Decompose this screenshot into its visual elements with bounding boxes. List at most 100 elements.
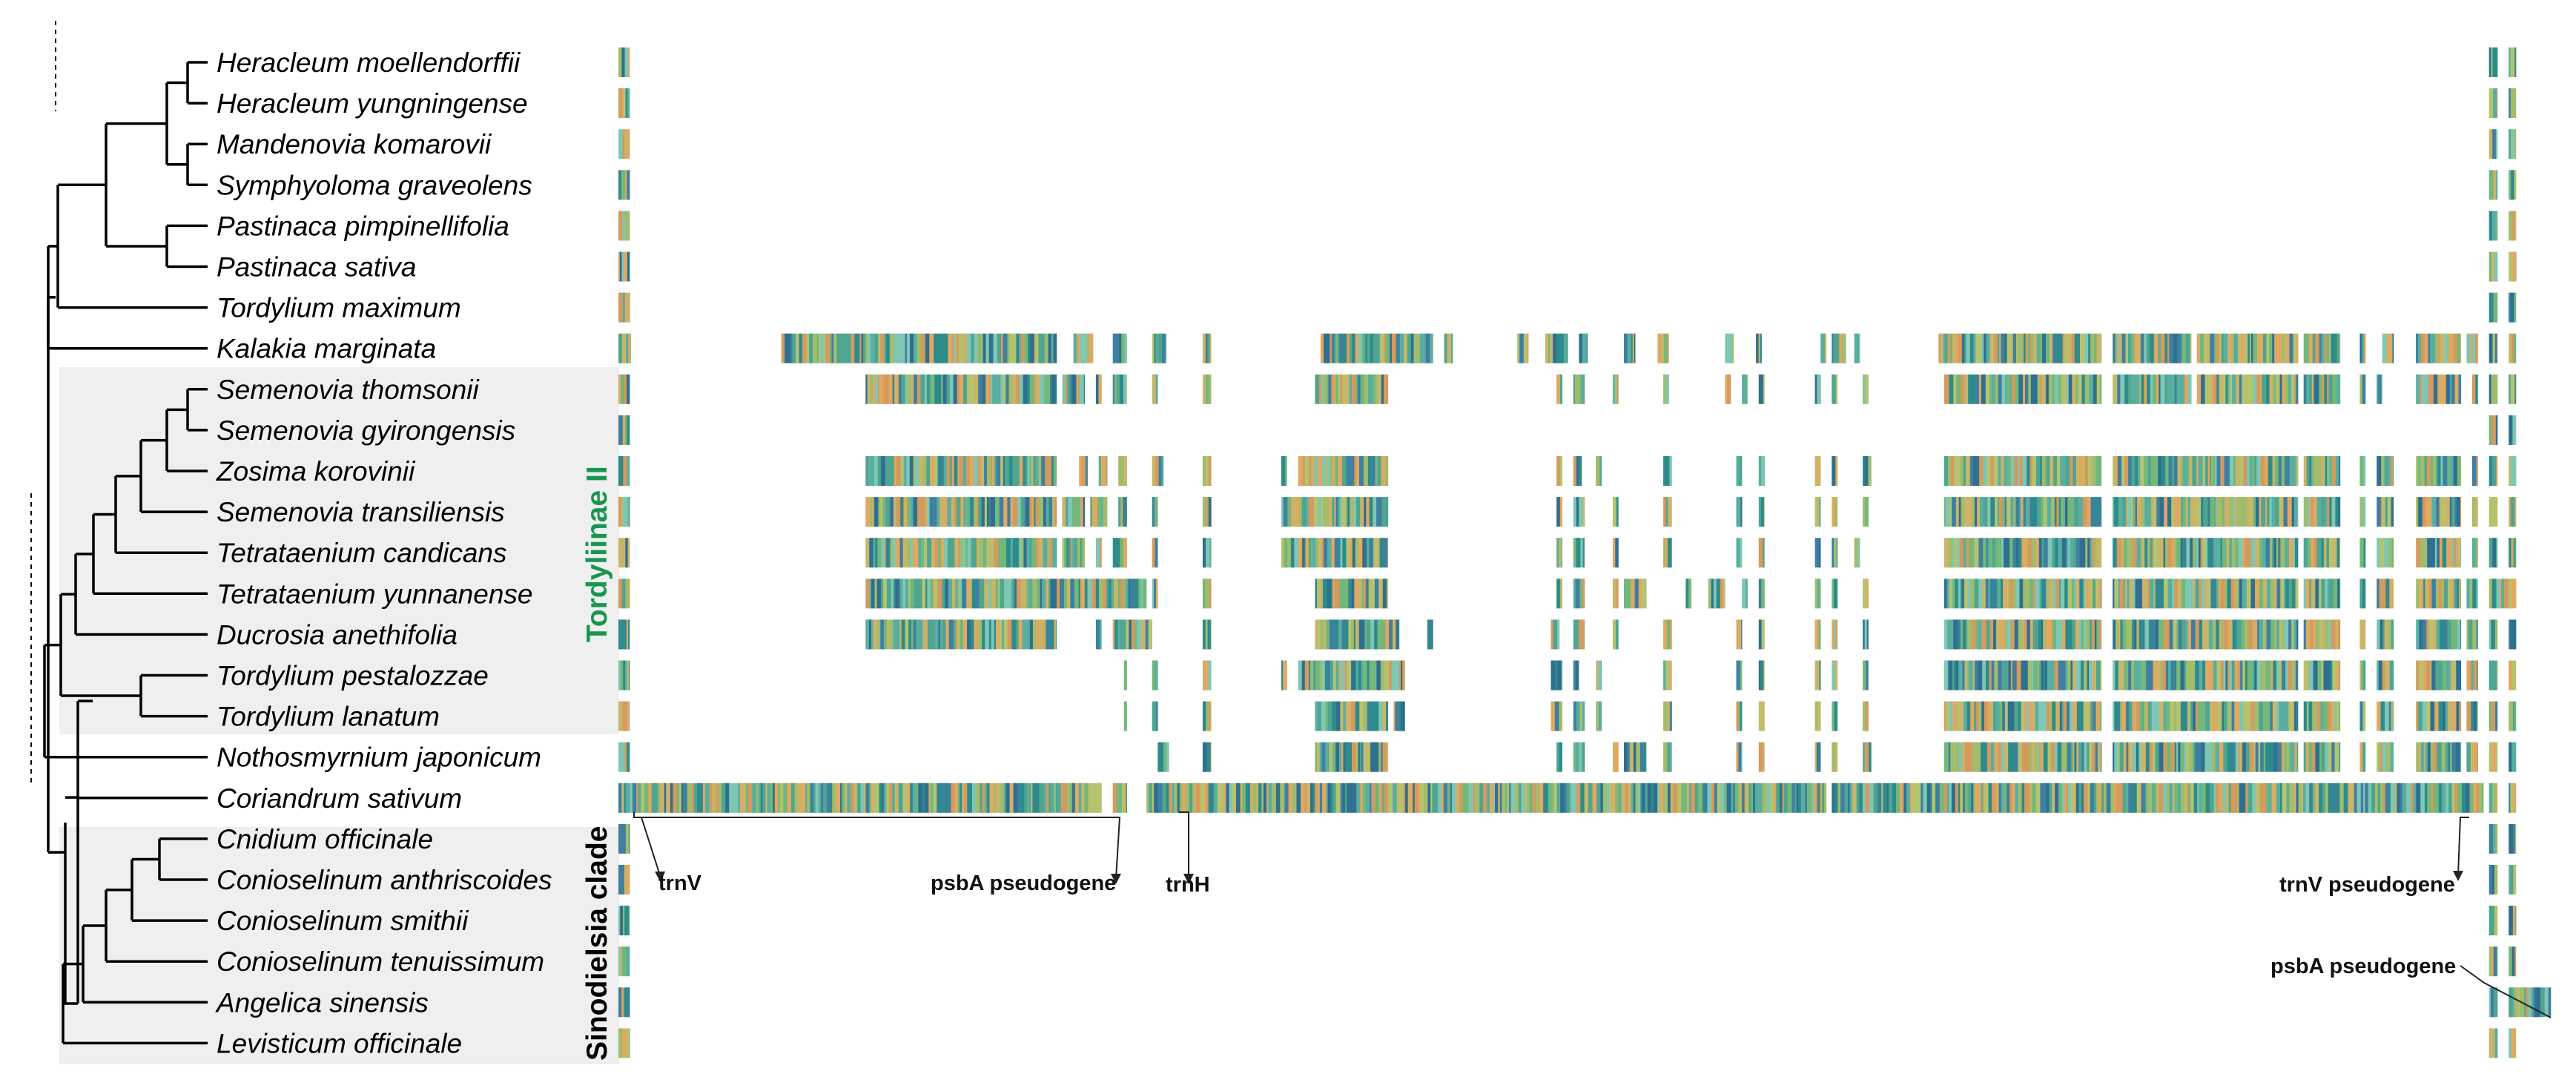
alignment-block [1202, 660, 1212, 691]
alignment-block [2471, 538, 2478, 568]
alignment-block [1657, 333, 1669, 363]
alignment-block [2509, 374, 2517, 404]
taxon-label: Conioselinum anthriscoides [217, 865, 552, 895]
alignment-block [2471, 456, 2478, 486]
taxon-label: Tordylium maximum [217, 293, 461, 323]
alignment-block [1758, 660, 1765, 691]
alignment-block [2509, 251, 2517, 282]
alignment-block [1556, 538, 1562, 568]
alignment-block [2303, 333, 2341, 363]
alignment-block [1832, 660, 1838, 691]
alignment-block [1943, 538, 2102, 568]
alignment-block [1157, 742, 1169, 772]
annotation-trnv-pseudogene: trnV pseudogene [2279, 873, 2455, 897]
alignment-block [1663, 374, 1669, 404]
alignment-block [2416, 456, 2462, 486]
alignment-block [1612, 374, 1619, 404]
alignment-block [1742, 579, 1748, 609]
alignment-block [1152, 333, 1166, 363]
alignment-block [2303, 742, 2341, 772]
alignment-block [2113, 619, 2299, 650]
alignment-block [1202, 742, 1212, 772]
alignment-block [1814, 456, 1821, 486]
alignment-block [1663, 456, 1672, 486]
alignment-block [618, 251, 630, 282]
alignment-block [1943, 374, 2102, 404]
alignment-block [2416, 701, 2462, 731]
alignment-block [618, 292, 630, 323]
alignment-block [2489, 88, 2498, 119]
alignment-block [1573, 497, 1585, 527]
alignment-block [1095, 374, 1102, 404]
alignment-block [2196, 333, 2299, 363]
alignment-block [1758, 538, 1765, 568]
alignment-block [1736, 701, 1743, 731]
alignment-block [1315, 742, 1389, 772]
alignment-block [618, 865, 630, 895]
alignment-block [618, 619, 630, 650]
alignment-block [1814, 579, 1821, 609]
alignment-block [618, 374, 630, 404]
alignment-block [2466, 333, 2478, 363]
alignment-block [1832, 497, 1838, 527]
alignment-block [2416, 538, 2462, 568]
alignment-block [1596, 660, 1602, 691]
alignment-block [1550, 701, 1562, 731]
alignment-block [1943, 619, 2102, 650]
alignment-block [2489, 823, 2498, 854]
alignment-block [1758, 497, 1765, 527]
alignment-block [2377, 701, 2394, 731]
alignment-block [1612, 579, 1619, 609]
alignment-block [865, 579, 1147, 609]
alignment-block [618, 415, 630, 445]
alignment-block [1736, 538, 1743, 568]
alignment-block [1112, 783, 1127, 813]
alignment-block [2489, 1028, 2498, 1058]
taxon-label: Semenovia thomsonii [217, 375, 480, 405]
alignment-block [2489, 865, 2498, 895]
alignment-block [865, 456, 1057, 486]
annotation-trnh: trnH [1166, 873, 1210, 897]
taxon-label: Angelica sinensis [215, 987, 429, 1018]
alignment-block [1685, 579, 1692, 609]
alignment-block [2509, 538, 2517, 568]
alignment-block [2509, 742, 2517, 772]
alignment-block [865, 619, 1057, 650]
alignment-block [618, 333, 631, 363]
taxon-label: Coriandrum sativum [217, 783, 462, 814]
alignment-block [2509, 660, 2517, 691]
alignment-block [1663, 660, 1672, 691]
taxon-label: Pastinaca sativa [217, 252, 416, 283]
taxon-label: Conioselinum tenuissimum [217, 946, 544, 977]
alignment-block [1298, 660, 1405, 691]
alignment-block [1281, 497, 1389, 527]
alignment-block [618, 538, 630, 568]
alignment-block [2509, 497, 2517, 527]
alignment-block [1663, 742, 1672, 772]
alignment-block [1202, 701, 1212, 731]
alignment-block [865, 374, 1057, 404]
annotation-psba-pseudogene-2: psbA pseudogene [2270, 955, 2456, 978]
alignment-block [1814, 497, 1821, 527]
alignment-block [1427, 619, 1433, 650]
alignment-block [2416, 333, 2462, 363]
alignment-block [1556, 742, 1562, 772]
alignment-block [1281, 456, 1287, 486]
phylogenetic-tree [43, 61, 208, 1045]
alignment-block [2509, 1028, 2517, 1058]
taxon-label: Tordylium lanatum [217, 702, 440, 732]
alignment-block [2303, 497, 2341, 527]
alignment-block [1943, 456, 2102, 486]
alignment-block [2489, 701, 2498, 731]
alignment-block [618, 701, 630, 731]
taxon-label: Semenovia transiliensis [217, 497, 505, 527]
alignment-block [1146, 783, 1827, 813]
alignment-block [1152, 538, 1158, 568]
alignment-block [1708, 579, 1725, 609]
alignment-block [1152, 701, 1158, 731]
alignment-block [2303, 456, 2341, 486]
alignment-block [2489, 170, 2498, 200]
alignment-block [1832, 374, 1838, 404]
alignment-block [1202, 497, 1212, 527]
alignment-block [1742, 374, 1748, 404]
